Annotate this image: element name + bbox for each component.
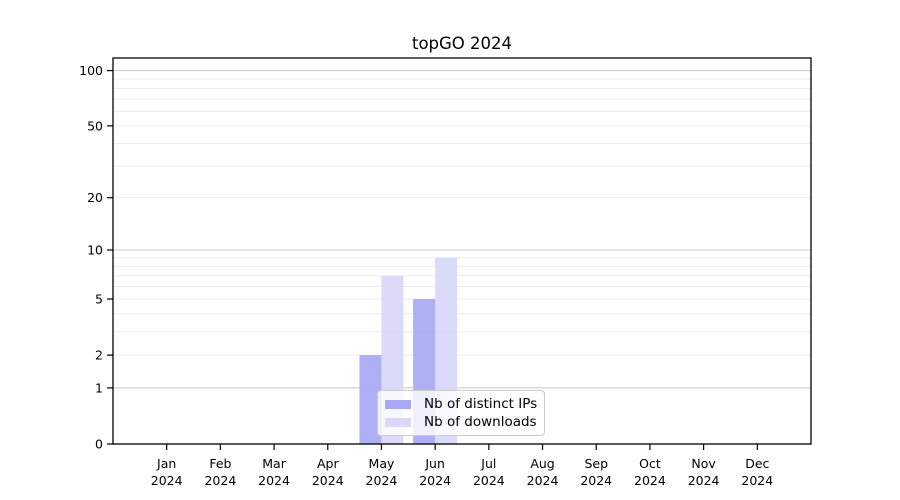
y-gridlines-major	[113, 70, 811, 389]
svg-text:2024: 2024	[312, 473, 344, 488]
svg-text:2024: 2024	[204, 473, 236, 488]
svg-text:Jan: Jan	[156, 456, 176, 471]
svg-text:2024: 2024	[258, 473, 290, 488]
svg-text:Aug: Aug	[530, 456, 554, 471]
svg-text:May: May	[369, 456, 395, 471]
legend-item-downloads: Nb of downloads	[385, 415, 537, 430]
svg-text:Jun: Jun	[424, 456, 445, 471]
plot-frame	[112, 57, 812, 445]
svg-text:10: 10	[87, 242, 103, 257]
svg-text:2: 2	[95, 348, 103, 363]
svg-text:2024: 2024	[580, 473, 612, 488]
legend-label-distinct-ips: Nb of distinct IPs	[424, 396, 538, 412]
svg-text:Sep: Sep	[584, 456, 608, 471]
svg-text:Nov: Nov	[691, 456, 716, 471]
chart-title: topGO 2024	[411, 34, 513, 53]
svg-text:Oct: Oct	[639, 456, 661, 471]
svg-text:5: 5	[95, 292, 103, 307]
legend-item-distinct-ips: Nb of distinct IPs	[385, 397, 537, 412]
svg-text:Dec: Dec	[745, 456, 769, 471]
svg-text:1: 1	[95, 380, 103, 395]
svg-text:Mar: Mar	[262, 456, 286, 471]
legend-swatch-distinct-ips	[385, 400, 411, 409]
svg-text:2024: 2024	[688, 473, 720, 488]
svg-text:2024: 2024	[634, 473, 666, 488]
svg-text:2024: 2024	[741, 473, 773, 488]
y-axis: 0 1 2 5 10 20 50 100	[79, 63, 113, 452]
x-axis: Jan 2024 Feb 2024 Mar 2024 Apr 2024 May 2024 Jun 20…	[151, 444, 773, 488]
svg-text:Feb: Feb	[209, 456, 231, 471]
svg-text:2024: 2024	[473, 473, 505, 488]
legend-swatch-downloads	[385, 418, 411, 427]
svg-text:0: 0	[95, 437, 103, 452]
legend-label-downloads: Nb of downloads	[424, 414, 537, 430]
legend: Nb of distinct IPs Nb of downloads	[377, 390, 546, 436]
svg-text:2024: 2024	[151, 473, 183, 488]
svg-text:2024: 2024	[366, 473, 398, 488]
svg-text:2024: 2024	[527, 473, 559, 488]
svg-text:2024: 2024	[419, 473, 451, 488]
svg-text:20: 20	[87, 190, 103, 205]
y-gridlines-minor	[113, 78, 811, 356]
svg-text:50: 50	[87, 118, 103, 133]
svg-text:Apr: Apr	[317, 456, 339, 471]
bar-ips-may	[359, 355, 382, 444]
svg-text:Jul: Jul	[480, 456, 496, 471]
svg-text:100: 100	[79, 63, 103, 78]
